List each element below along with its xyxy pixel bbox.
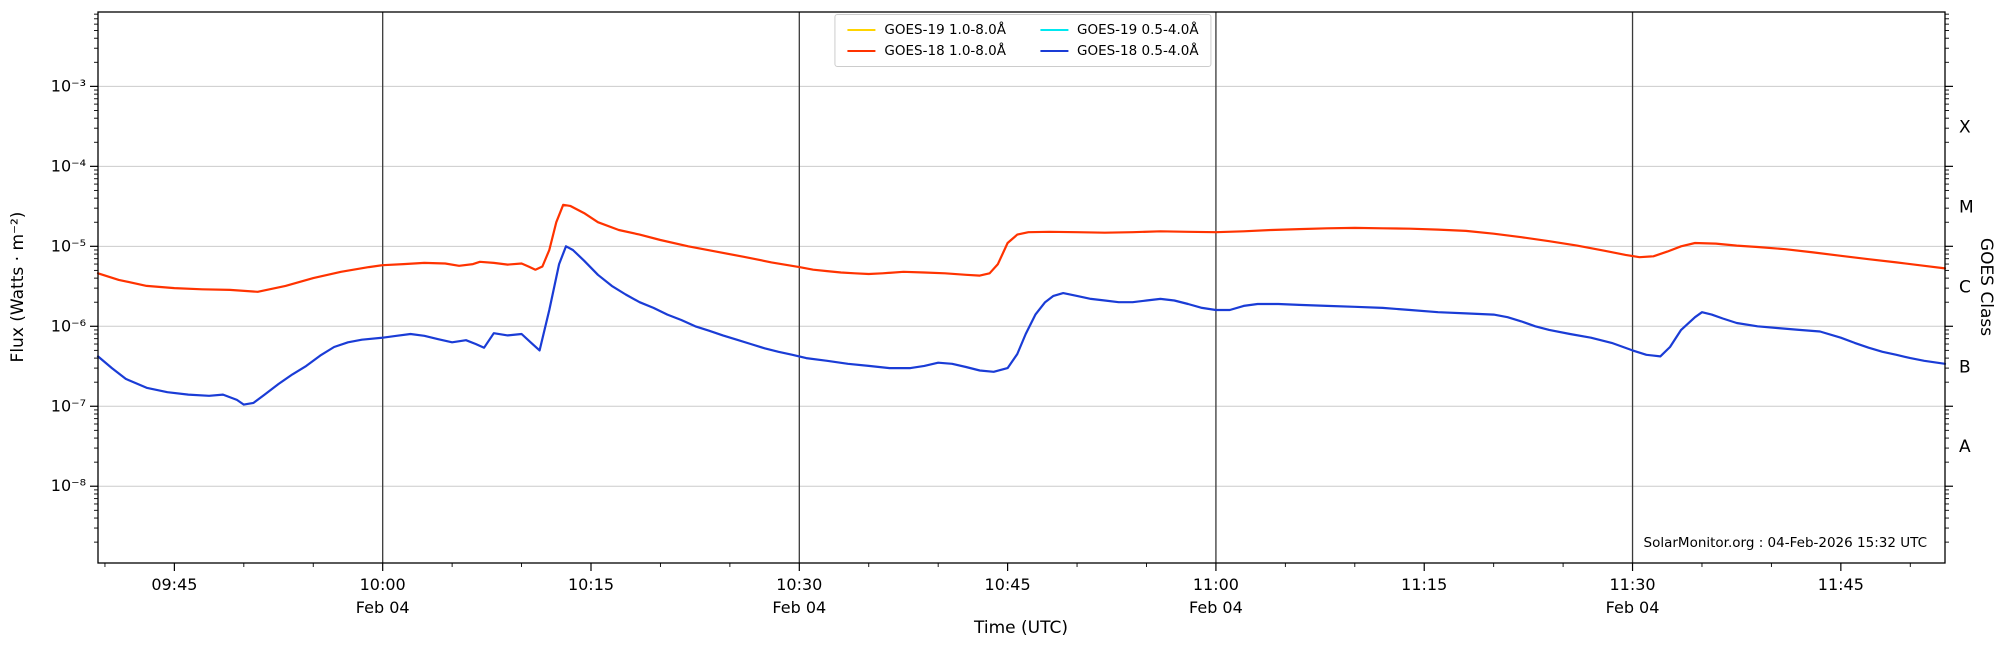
goes-class-letter: B [1959,357,1971,377]
x-date-label: Feb 04 [356,598,410,617]
x-tick-label: 11:45 [1818,575,1864,594]
goes-class-letter: A [1959,437,1971,457]
x-tick-label: 10:30 [776,575,822,594]
legend-entry-label: GOES-18 0.5-4.0Å [1077,43,1199,59]
legend-entry-goes-18-long: GOES-18 1.0-8.0Å [847,43,1006,59]
y-tick-label: 10⁻⁴ [51,156,86,175]
series-line-goes-18-long [96,203,1947,293]
y-tick-label: 10⁻⁷ [51,396,86,415]
legend-entry-label: GOES-18 1.0-8.0Å [884,43,1006,59]
series-line-goes-18-short [96,245,1947,406]
x-axis-label-time: Time (UTC) [974,618,1068,638]
y-tick-label: 10⁻⁶ [51,316,86,335]
legend-entry-goes-19-short: GOES-19 0.5-4.0Å [1040,22,1199,38]
legend-entry-label: GOES-19 1.0-8.0Å [884,22,1006,38]
x-tick-label: 10:00 [360,575,406,594]
y-tick-label: 10⁻⁸ [51,476,86,495]
x-date-label: Feb 04 [772,598,826,617]
legend-line-swatch [1040,28,1068,32]
y-axis-label-goes-class: GOES Class [1976,237,1996,337]
legend-entry-goes-18-short: GOES-18 0.5-4.0Å [1040,43,1199,59]
legend-line-swatch [847,28,876,32]
goes-class-letter: M [1959,197,1974,217]
x-tick-label: 11:15 [1401,575,1447,594]
y-tick-label: 10⁻⁵ [51,236,86,255]
solarmonitor-timestamp-annotation: SolarMonitor.org : 04-Feb-2026 15:32 UTC [1638,533,1932,554]
y-tick-label: 10⁻³ [51,76,86,95]
y-axis-label-flux: Flux (Watts · m⁻²) [8,211,28,363]
x-tick-label: 09:45 [151,575,197,594]
chart-legend: GOES-19 1.0-8.0Å GOES-18 1.0-8.0Å GOES-19 … [834,14,1212,67]
legend-entry-label: GOES-19 0.5-4.0Å [1077,22,1199,38]
goes-class-letter: X [1959,117,1971,137]
plot-frame [97,11,1946,564]
goes-class-letter: C [1959,277,1971,297]
legend-line-swatch [847,49,876,53]
legend-entry-goes-19-long: GOES-19 1.0-8.0Å [847,22,1006,38]
x-tick-label: 10:45 [985,575,1031,594]
legend-line-swatch [1040,49,1068,53]
x-tick-label: 10:15 [568,575,614,594]
x-tick-label: 11:00 [1193,575,1239,594]
x-tick-label: 11:30 [1609,575,1655,594]
x-date-label: Feb 04 [1189,598,1243,617]
x-date-label: Feb 04 [1606,598,1660,617]
